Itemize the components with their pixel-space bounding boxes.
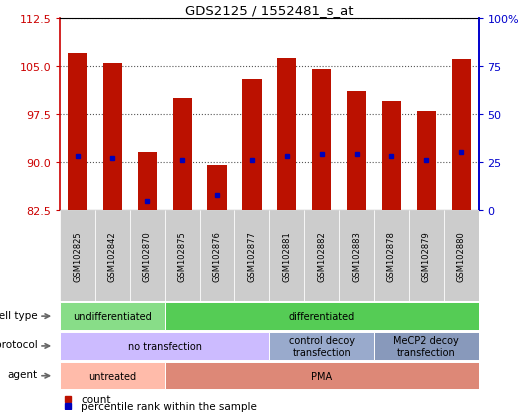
Text: PMA: PMA — [311, 371, 332, 381]
Text: GSM102879: GSM102879 — [422, 231, 431, 281]
Text: GSM102878: GSM102878 — [387, 231, 396, 281]
Text: GSM102877: GSM102877 — [247, 231, 256, 281]
Text: GSM102881: GSM102881 — [282, 231, 291, 281]
Bar — [269, 211, 304, 301]
Bar — [165, 211, 200, 301]
Bar — [374, 211, 409, 301]
Bar — [451, 60, 471, 211]
Bar — [339, 211, 374, 301]
Text: control decoy
transfection: control decoy transfection — [289, 335, 355, 357]
Bar — [277, 59, 297, 211]
Text: undifferentiated: undifferentiated — [73, 311, 152, 321]
Text: percentile rank within the sample: percentile rank within the sample — [81, 401, 257, 411]
Title: GDS2125 / 1552481_s_at: GDS2125 / 1552481_s_at — [185, 5, 354, 17]
Bar — [173, 99, 192, 211]
Text: GSM102870: GSM102870 — [143, 231, 152, 281]
Bar — [60, 362, 165, 389]
Bar — [60, 332, 269, 360]
Bar — [234, 211, 269, 301]
Text: MeCP2 decoy
transfection: MeCP2 decoy transfection — [393, 335, 459, 357]
Text: protocol: protocol — [0, 339, 37, 349]
Text: differentiated: differentiated — [289, 311, 355, 321]
Bar — [68, 54, 87, 211]
Bar — [382, 102, 401, 211]
Text: GSM102883: GSM102883 — [352, 231, 361, 281]
Bar — [242, 79, 262, 211]
Text: agent: agent — [7, 369, 37, 379]
Text: untreated: untreated — [88, 371, 137, 381]
Text: cell type: cell type — [0, 310, 37, 320]
Bar — [60, 303, 165, 330]
Bar — [409, 211, 444, 301]
Bar — [417, 112, 436, 211]
Text: GSM102825: GSM102825 — [73, 231, 82, 281]
Bar — [347, 92, 366, 211]
Bar — [208, 166, 226, 211]
Bar — [165, 303, 479, 330]
Bar — [269, 332, 374, 360]
Bar — [60, 211, 95, 301]
Text: GSM102882: GSM102882 — [317, 231, 326, 281]
Bar — [165, 362, 479, 389]
Bar — [130, 211, 165, 301]
Text: count: count — [81, 394, 110, 404]
Text: GSM102876: GSM102876 — [212, 231, 222, 281]
Bar — [304, 211, 339, 301]
Bar — [103, 63, 122, 211]
Bar — [95, 211, 130, 301]
Text: no transfection: no transfection — [128, 341, 202, 351]
Bar — [444, 211, 479, 301]
Bar — [312, 70, 331, 211]
Text: GSM102842: GSM102842 — [108, 231, 117, 281]
Text: GSM102880: GSM102880 — [457, 231, 465, 281]
Bar — [138, 153, 157, 211]
Bar — [200, 211, 234, 301]
Text: GSM102875: GSM102875 — [178, 231, 187, 281]
Bar — [374, 332, 479, 360]
